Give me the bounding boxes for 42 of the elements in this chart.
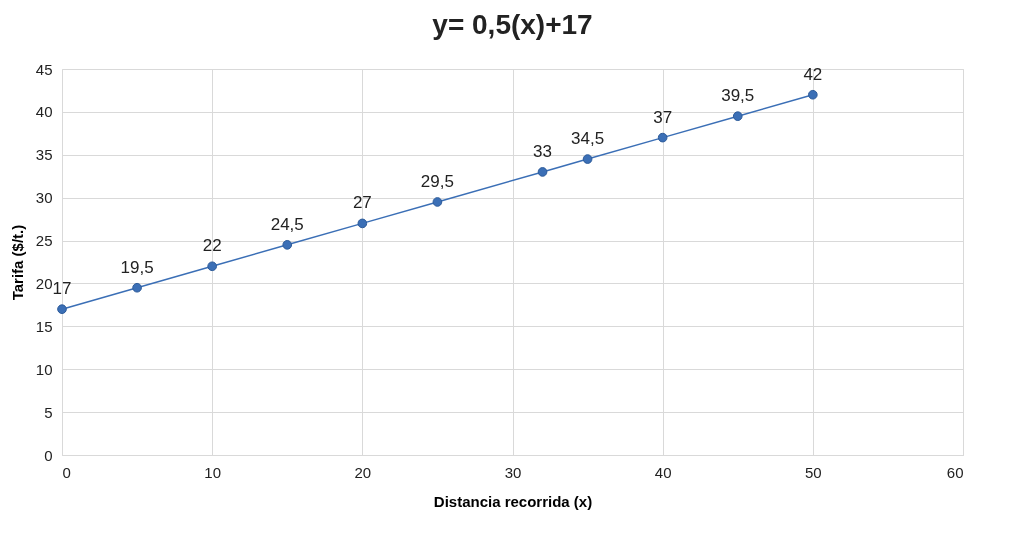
y-tick-label: 15 (35, 317, 53, 335)
point (357, 218, 368, 229)
y-tick-label: 30 (35, 189, 53, 207)
data-label: 34,5 (571, 129, 605, 149)
point (732, 111, 743, 121)
point (582, 154, 593, 164)
point (537, 167, 548, 177)
y-tick-label: 35 (35, 146, 53, 164)
data-label: 24,5 (270, 214, 304, 234)
data-label: 17 (52, 279, 72, 299)
chart-title: y= 0,5(x)+17 (432, 9, 593, 40)
point (57, 304, 67, 314)
point (657, 132, 668, 143)
y-tick-label: 0 (44, 446, 53, 464)
x-tick-label: 10 (204, 463, 222, 481)
data-label: 33 (533, 141, 552, 161)
y-axis-title: Tarifa ($/t.) (8, 224, 26, 301)
x-tick-label: 20 (354, 463, 372, 481)
data-label: 42 (803, 64, 823, 84)
y-tick-label: 45 (35, 60, 53, 78)
data-label: 29,5 (420, 171, 454, 191)
point (808, 89, 818, 100)
point (207, 261, 217, 272)
data-label: 27 (352, 193, 372, 213)
y-tick-label: 5 (44, 403, 53, 421)
y-tick-label: 20 (35, 274, 53, 292)
data-label: 22 (202, 236, 222, 256)
point (132, 282, 142, 293)
data-label: 19,5 (120, 257, 154, 277)
point (432, 197, 443, 207)
x-tick-label: 0 (62, 463, 71, 481)
y-tick-label: 10 (35, 360, 53, 378)
x-tick-label: 50 (804, 463, 822, 481)
x-tick-label: 40 (654, 463, 672, 481)
x-tick-label: 30 (504, 463, 522, 481)
data-label: 37 (653, 107, 673, 127)
data-label: 39,5 (721, 86, 755, 106)
point (282, 240, 293, 250)
x-axis-title: Distancia recorrida (x) (433, 492, 593, 510)
y-tick-label: 25 (35, 232, 53, 250)
x-tick-label: 60 (946, 463, 964, 481)
y-tick-label: 40 (35, 103, 53, 121)
